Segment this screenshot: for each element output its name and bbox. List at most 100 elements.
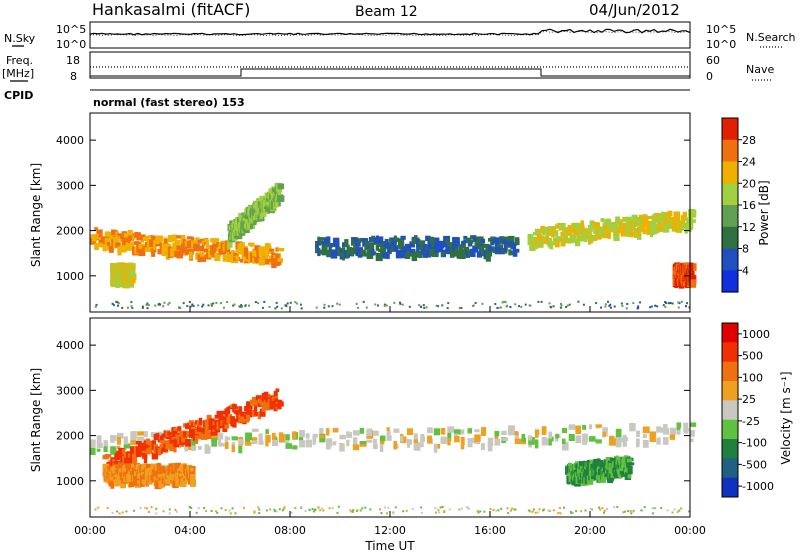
power-cell (620, 224, 624, 229)
velocity-cell (169, 474, 175, 482)
velocity-cell (220, 507, 223, 510)
power-cell (330, 249, 338, 259)
velocity-cell (626, 458, 633, 464)
velocity-cell (420, 437, 425, 442)
velocity-cell (281, 509, 284, 512)
velocity-cell (563, 506, 565, 509)
power-cell (456, 237, 460, 246)
power-cell (240, 306, 242, 308)
velocity-cell (218, 432, 224, 440)
power-cell (568, 303, 571, 306)
freq-right-label: Nave (746, 63, 774, 76)
power-cell (346, 244, 350, 252)
power-cell (130, 305, 133, 308)
velocity-cell (352, 437, 358, 446)
power-cell (600, 218, 605, 222)
power-cell (327, 305, 330, 308)
power-cell (193, 305, 195, 308)
power-cell (393, 301, 396, 304)
velocity-cell (168, 508, 171, 511)
power-cell (562, 222, 566, 229)
power-cell (342, 252, 345, 261)
power-cell (604, 218, 611, 225)
velocity-cell (663, 437, 669, 445)
power-cell (286, 302, 289, 305)
power-cell (326, 236, 330, 244)
power-cell (680, 225, 685, 231)
power-cell (250, 220, 253, 229)
power-cell (106, 242, 111, 248)
velocity-cell (448, 508, 451, 511)
power-cell (121, 244, 127, 253)
power-cell (463, 235, 468, 240)
power-cell (161, 249, 166, 256)
velocity-cell (386, 430, 391, 439)
power-cell (131, 307, 134, 310)
velocity-cell (393, 428, 400, 433)
velocity-cell (230, 416, 235, 420)
velocity-cell (616, 506, 619, 508)
velocity-cell (136, 480, 141, 485)
velocity-cell (143, 454, 148, 464)
velocity-cell (157, 447, 161, 455)
velocity-cell (159, 436, 164, 441)
power-cell (205, 240, 209, 246)
power-cell (195, 237, 200, 242)
velocity-cell (439, 506, 442, 509)
velocity-cell (501, 430, 507, 436)
power-cell (267, 249, 271, 254)
velocity-cell (271, 400, 276, 407)
velocity-cell (141, 463, 148, 470)
velocity-cell (245, 441, 252, 446)
power-cell (631, 225, 636, 231)
velocity-cell (582, 433, 588, 442)
x-tick-label: 20:00 (574, 524, 606, 537)
power-cell (474, 302, 477, 304)
power-cell (261, 306, 264, 309)
velocity-cell (627, 510, 629, 513)
power-cell (675, 217, 679, 224)
velocity-cell (117, 474, 121, 483)
power-cell (653, 212, 657, 219)
velocity-cell (605, 457, 613, 464)
power-cell (481, 302, 484, 305)
velocity-cell (627, 466, 633, 475)
velocity-cell (332, 441, 337, 446)
power-cell (337, 246, 341, 252)
velocity-cell (265, 509, 268, 512)
velocity-cell (137, 447, 142, 456)
power-cell (331, 305, 334, 308)
velocity-cell (265, 429, 269, 435)
power-cell (115, 235, 120, 244)
power-cell (186, 305, 189, 307)
power-cell (589, 223, 593, 232)
power-cell (610, 306, 612, 309)
velocity-cell (541, 426, 547, 435)
power-cell (420, 305, 423, 308)
velocity-cell (228, 419, 232, 425)
power-cell (595, 223, 600, 227)
power-cell (548, 302, 551, 305)
velocity-cell (206, 431, 212, 440)
power-cell (226, 255, 231, 263)
power-cell (130, 301, 133, 304)
power-cell (678, 302, 681, 305)
velocity-cell (447, 426, 455, 433)
power-colorbar-swatch (722, 226, 738, 250)
power-cell (662, 224, 670, 233)
power-cell (182, 302, 185, 305)
power-cell (117, 302, 120, 305)
velocity-cell (242, 506, 245, 509)
power-cell (472, 304, 475, 307)
velocity-cell (514, 508, 517, 511)
power-cell (315, 306, 318, 309)
power-cell (277, 261, 282, 266)
x-axis-ticks: 00:00 04:00 08:00 12:00 16:00 20:00 00:00 (74, 306, 706, 537)
power-cell (458, 252, 466, 259)
velocity-cell (454, 436, 460, 443)
velocity-cell (253, 406, 257, 416)
velocity-cell (132, 453, 136, 462)
velocity-cell (690, 438, 694, 443)
velocity-cell (577, 477, 582, 484)
velocity-cell (326, 441, 331, 450)
